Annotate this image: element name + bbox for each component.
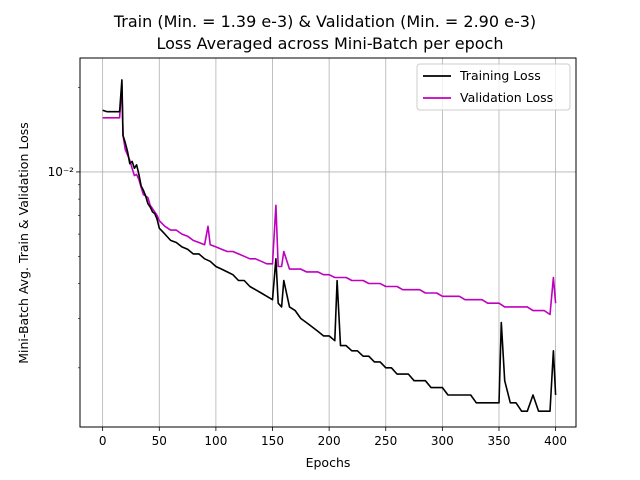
series-line-training <box>102 79 557 413</box>
legend-label-training: Training Loss <box>459 68 541 83</box>
grid-lines <box>80 58 576 427</box>
x-tick-label: 0 <box>99 434 107 448</box>
chart-title: Train (Min. = 1.39 e-3) & Validation (Mi… <box>113 12 536 31</box>
x-tick-label: 200 <box>318 434 341 448</box>
y-tick-label: 10⁻² <box>48 165 75 179</box>
legend-label-validation: Validation Loss <box>460 90 553 105</box>
axis-ticks: 0 50 100 150 200 250 300 350 400 10⁻² <box>48 87 567 448</box>
legend: Training Loss Validation Loss <box>416 63 571 111</box>
x-tick-label: 300 <box>431 434 454 448</box>
chart-subtitle: Loss Averaged across Mini-Batch per epoc… <box>156 34 503 53</box>
y-axis-label: Mini-Batch Avg. Train & Validation Loss <box>16 122 31 364</box>
plot-frame <box>79 57 577 428</box>
x-tick-label: 150 <box>261 434 284 448</box>
x-tick-label: 100 <box>204 434 227 448</box>
plot-area <box>102 79 557 413</box>
x-tick-label: 250 <box>374 434 397 448</box>
x-axis-label: Epochs <box>306 455 351 470</box>
x-tick-label: 50 <box>152 434 167 448</box>
x-tick-label: 350 <box>488 434 511 448</box>
legend-box <box>416 63 571 111</box>
x-tick-label: 400 <box>544 434 567 448</box>
